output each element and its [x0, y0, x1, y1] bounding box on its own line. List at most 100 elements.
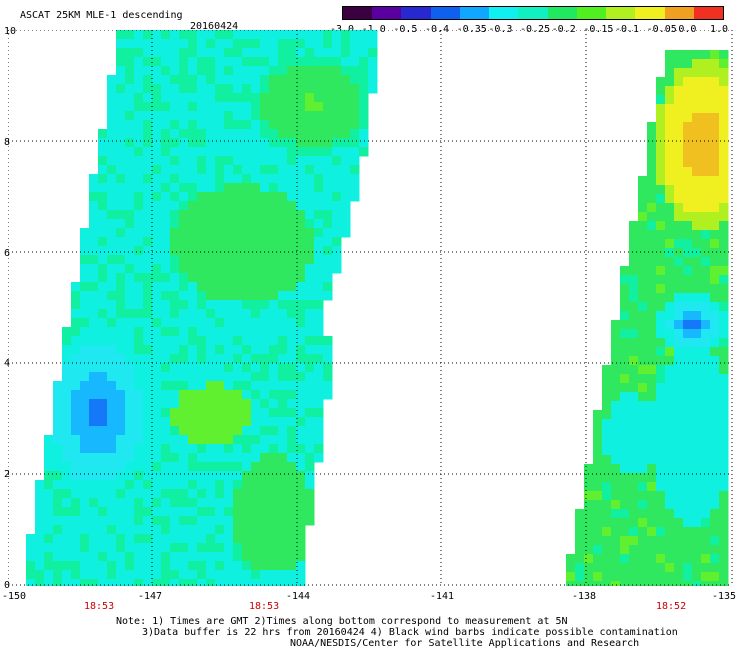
- swath-cell: [125, 192, 135, 202]
- swath-cell: [296, 444, 306, 454]
- swath-cell: [602, 455, 612, 465]
- swath-cell: [161, 129, 171, 139]
- swath-cell: [269, 462, 279, 472]
- swath-cell: [89, 318, 99, 328]
- swath-cell: [260, 372, 270, 382]
- swath-cell: [242, 39, 252, 49]
- swath-cell: [296, 219, 306, 229]
- swath-cell: [107, 462, 117, 472]
- swath-cell: [107, 534, 117, 544]
- swath-cell: [197, 102, 207, 112]
- swath-cell: [233, 444, 243, 454]
- swath-cell: [143, 516, 153, 526]
- swath-cell: [125, 525, 135, 535]
- swath-cell: [215, 129, 225, 139]
- swath-cell: [134, 309, 144, 319]
- swath-cell: [179, 255, 189, 265]
- swath-cell: [629, 491, 639, 501]
- swath-cell: [44, 534, 54, 544]
- swath-cell: [287, 39, 297, 49]
- swath-cell: [332, 165, 342, 175]
- swath-cell: [260, 120, 270, 130]
- swath-cell: [89, 534, 99, 544]
- swath-cell: [188, 507, 198, 517]
- map-date: 20160424: [190, 21, 239, 32]
- swath-cell: [26, 561, 36, 571]
- swath-cell: [683, 122, 693, 132]
- swath-cell: [224, 147, 234, 157]
- swath-cell: [629, 293, 639, 303]
- swath-cell: [611, 356, 621, 366]
- swath-cell: [278, 570, 288, 580]
- swath-cell: [143, 561, 153, 571]
- swath-cell: [179, 75, 189, 85]
- swath-cell: [215, 480, 225, 490]
- swath-cell: [278, 228, 288, 238]
- swath-cell: [647, 149, 657, 159]
- swath-cell: [314, 408, 324, 418]
- swath-cell: [305, 363, 315, 373]
- swath-cell: [656, 374, 666, 384]
- swath-cell: [179, 417, 189, 427]
- swath-cell: [107, 552, 117, 562]
- swath-cell: [224, 426, 234, 436]
- swath-cell: [269, 219, 279, 229]
- swath-cell: [710, 482, 720, 492]
- swath-cell: [287, 354, 297, 364]
- swath-cell: [89, 489, 99, 499]
- swath-cell: [161, 345, 171, 355]
- swath-cell: [116, 273, 126, 283]
- swath-cell: [278, 129, 288, 139]
- swath-cell: [710, 158, 720, 168]
- swath-cell: [692, 329, 702, 339]
- swath-cell: [638, 572, 648, 582]
- swath-cell: [647, 464, 657, 474]
- swath-cell: [683, 527, 693, 537]
- swath-cell: [296, 516, 306, 526]
- swath-cell: [107, 579, 117, 586]
- swath-cell: [314, 444, 324, 454]
- swath-cell: [665, 554, 675, 564]
- swath-cell: [719, 221, 729, 231]
- swath-cell: [719, 266, 729, 276]
- swath-cell: [584, 500, 594, 510]
- swath-cell: [188, 75, 198, 85]
- swath-cell: [188, 246, 198, 256]
- swath-cell: [188, 354, 198, 364]
- swath-cell: [611, 320, 621, 330]
- swath-cell: [251, 48, 261, 58]
- swath-cell: [665, 239, 675, 249]
- swath-cell: [224, 489, 234, 499]
- swath-cell: [224, 336, 234, 346]
- swath-cell: [269, 525, 279, 535]
- swath-cell: [107, 309, 117, 319]
- swath-cell: [125, 102, 135, 112]
- swath-cell: [584, 482, 594, 492]
- swath-cell: [305, 30, 315, 40]
- swath-cell: [215, 147, 225, 157]
- swath-cell: [80, 480, 90, 490]
- swath-cell: [161, 291, 171, 301]
- swath-cell: [278, 516, 288, 526]
- swath-cell: [656, 563, 666, 573]
- swath-cell: [269, 57, 279, 67]
- swath-cell: [89, 282, 99, 292]
- swath-cell: [350, 39, 360, 49]
- swath-cell: [62, 408, 72, 418]
- swath-cell: [656, 230, 666, 240]
- swath-cell: [116, 435, 126, 445]
- swath-cell: [161, 138, 171, 148]
- swath-cell: [611, 491, 621, 501]
- swath-cell: [206, 273, 216, 283]
- swath-cell: [71, 471, 81, 481]
- swath-cell: [170, 426, 180, 436]
- swath-time-label: 18:53: [249, 601, 280, 612]
- swath-cell: [269, 210, 279, 220]
- swath-cell: [683, 248, 693, 258]
- swath-cell: [251, 471, 261, 481]
- swath-cell: [692, 239, 702, 249]
- swath-cell: [224, 444, 234, 454]
- swath-cell: [161, 507, 171, 517]
- swath-cell: [197, 336, 207, 346]
- swath-cell: [683, 365, 693, 375]
